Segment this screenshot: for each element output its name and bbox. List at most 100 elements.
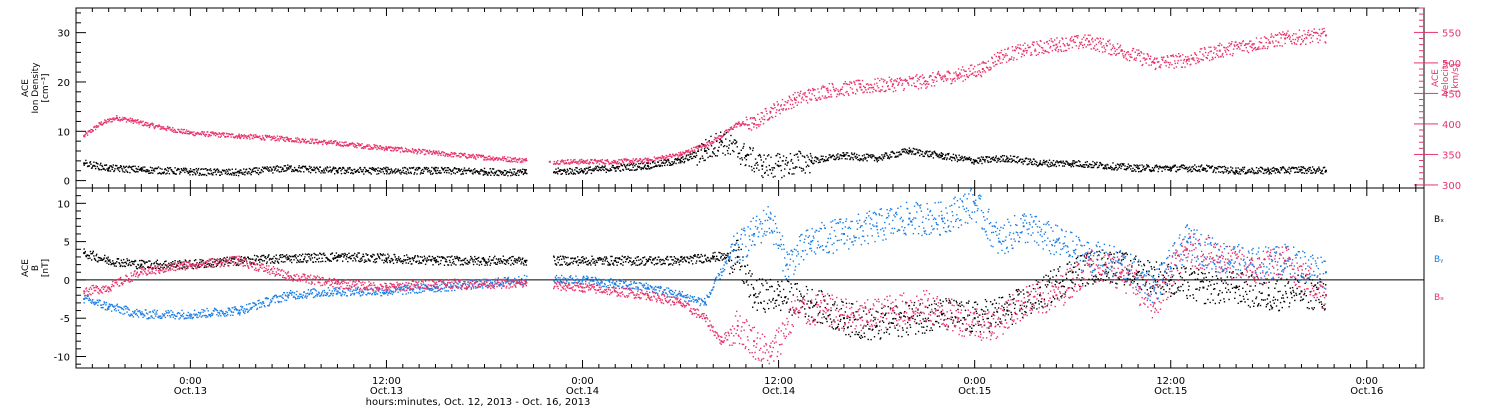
data-point	[714, 137, 717, 139]
data-point	[1065, 49, 1068, 52]
data-point	[739, 163, 742, 165]
data-point	[184, 171, 186, 174]
data-point	[1283, 172, 1286, 174]
data-point	[768, 164, 770, 167]
data-point	[978, 157, 980, 159]
data-point	[664, 162, 666, 164]
data-point	[791, 173, 793, 175]
data-point	[208, 134, 211, 136]
data-point	[825, 97, 827, 99]
data-point	[1084, 166, 1086, 169]
data-point	[279, 171, 281, 173]
data-point	[1137, 52, 1139, 55]
data-point	[981, 162, 983, 165]
data-point	[452, 152, 454, 154]
data-point	[362, 169, 364, 171]
data-point	[1105, 167, 1107, 169]
data-point	[1104, 51, 1106, 53]
data-point	[810, 161, 813, 164]
data-point	[1045, 160, 1048, 162]
data-point	[438, 150, 440, 152]
data-point	[732, 128, 734, 130]
data-point	[830, 156, 832, 159]
data-point	[258, 258, 260, 261]
data-point	[373, 144, 375, 146]
data-point	[273, 255, 275, 258]
data-point	[754, 164, 756, 166]
data-point	[1252, 170, 1255, 172]
data-point	[1284, 169, 1287, 172]
data-point	[232, 133, 234, 136]
data-point	[336, 169, 339, 172]
data-point	[979, 160, 981, 162]
data-point	[823, 97, 825, 99]
data-point	[176, 131, 179, 134]
data-point	[1033, 41, 1035, 43]
data-point	[818, 91, 820, 93]
data-point	[469, 170, 471, 173]
data-point	[157, 166, 160, 168]
data-point	[215, 132, 217, 135]
data-point	[877, 87, 880, 89]
data-point	[419, 152, 422, 155]
data-point	[165, 260, 167, 262]
data-point	[1073, 160, 1075, 162]
data-point	[1193, 168, 1195, 170]
data-point	[1058, 42, 1060, 44]
data-point	[1322, 31, 1325, 33]
data-point	[861, 155, 864, 157]
data-point	[372, 148, 374, 150]
data-point	[606, 160, 608, 162]
data-point	[1098, 50, 1100, 53]
data-point	[487, 174, 489, 176]
data-point	[906, 149, 908, 151]
data-point	[1005, 159, 1007, 161]
data-point	[792, 103, 794, 106]
data-point	[523, 172, 525, 175]
data-point	[227, 170, 229, 172]
data-point	[295, 168, 297, 171]
data-point	[666, 164, 669, 166]
data-point	[598, 166, 600, 169]
data-point	[592, 168, 594, 170]
data-point	[1241, 169, 1243, 172]
data-point	[281, 136, 284, 139]
data-point	[1288, 166, 1290, 169]
data-point	[576, 167, 578, 169]
data-point	[1179, 168, 1181, 171]
data-point	[743, 124, 746, 126]
data-point	[742, 147, 744, 149]
data-point	[384, 168, 387, 170]
data-point	[305, 168, 308, 171]
data-point	[779, 156, 781, 159]
data-point	[711, 140, 714, 143]
data-point	[210, 172, 213, 175]
data-point	[91, 252, 93, 255]
data-point	[960, 76, 962, 78]
data-point	[804, 92, 807, 94]
data-point	[949, 72, 951, 75]
data-point	[506, 158, 508, 160]
data-point	[1014, 50, 1016, 52]
data-point	[821, 86, 823, 88]
data-point	[1004, 160, 1007, 163]
data-point	[707, 148, 710, 151]
data-point	[107, 118, 109, 121]
data-point	[1200, 164, 1203, 166]
data-point	[1275, 40, 1277, 42]
data-point	[1029, 158, 1031, 160]
data-point	[1267, 167, 1269, 169]
data-point	[168, 167, 170, 170]
data-point	[805, 161, 807, 163]
data-point	[1304, 167, 1306, 170]
data-point	[568, 172, 570, 175]
data-point	[1246, 172, 1248, 174]
data-point	[313, 142, 316, 144]
data-point	[491, 168, 494, 170]
data-point	[244, 174, 246, 176]
data-point	[1064, 162, 1066, 165]
data-point	[1181, 166, 1183, 169]
data-point	[856, 156, 859, 159]
data-point	[513, 171, 515, 173]
